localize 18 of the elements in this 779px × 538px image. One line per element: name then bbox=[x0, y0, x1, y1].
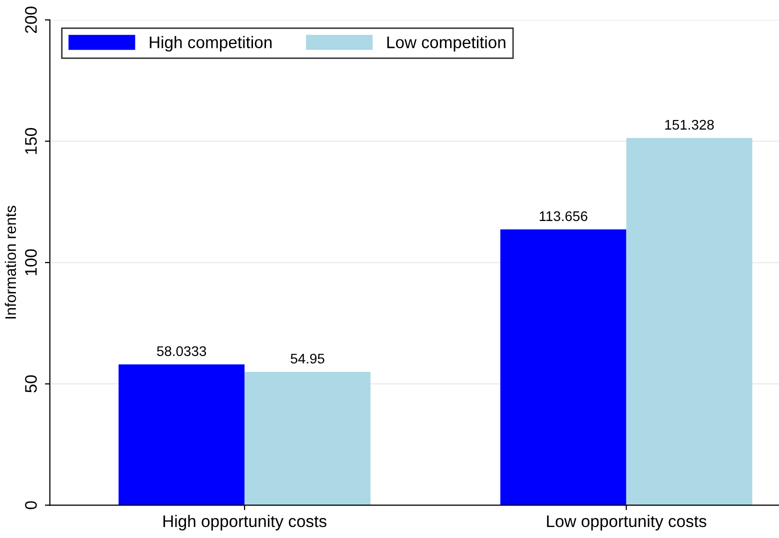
data-label: 58.0333 bbox=[157, 346, 206, 356]
y-axis-title: Information rents bbox=[4, 206, 16, 318]
y-tick-label: 200 bbox=[25, 6, 37, 33]
y-tick-label: 100 bbox=[25, 249, 37, 276]
data-label: 113.656 bbox=[540, 211, 588, 222]
bar bbox=[626, 138, 752, 506]
y-tick-label: 150 bbox=[25, 128, 37, 154]
y-tick-label: 50 bbox=[25, 375, 37, 392]
y-tick-label: 0 bbox=[25, 501, 37, 510]
x-tick-label: Low opportunity costs bbox=[547, 514, 706, 530]
bar bbox=[118, 364, 245, 506]
legend-label: Low competition bbox=[387, 36, 506, 52]
data-label: 151.328 bbox=[665, 120, 714, 130]
bar bbox=[244, 372, 371, 506]
bar bbox=[500, 229, 626, 506]
legend-label: High competition bbox=[150, 36, 272, 52]
x-tick-label: High opportunity costs bbox=[163, 514, 326, 530]
data-label: 54.95 bbox=[290, 354, 324, 364]
